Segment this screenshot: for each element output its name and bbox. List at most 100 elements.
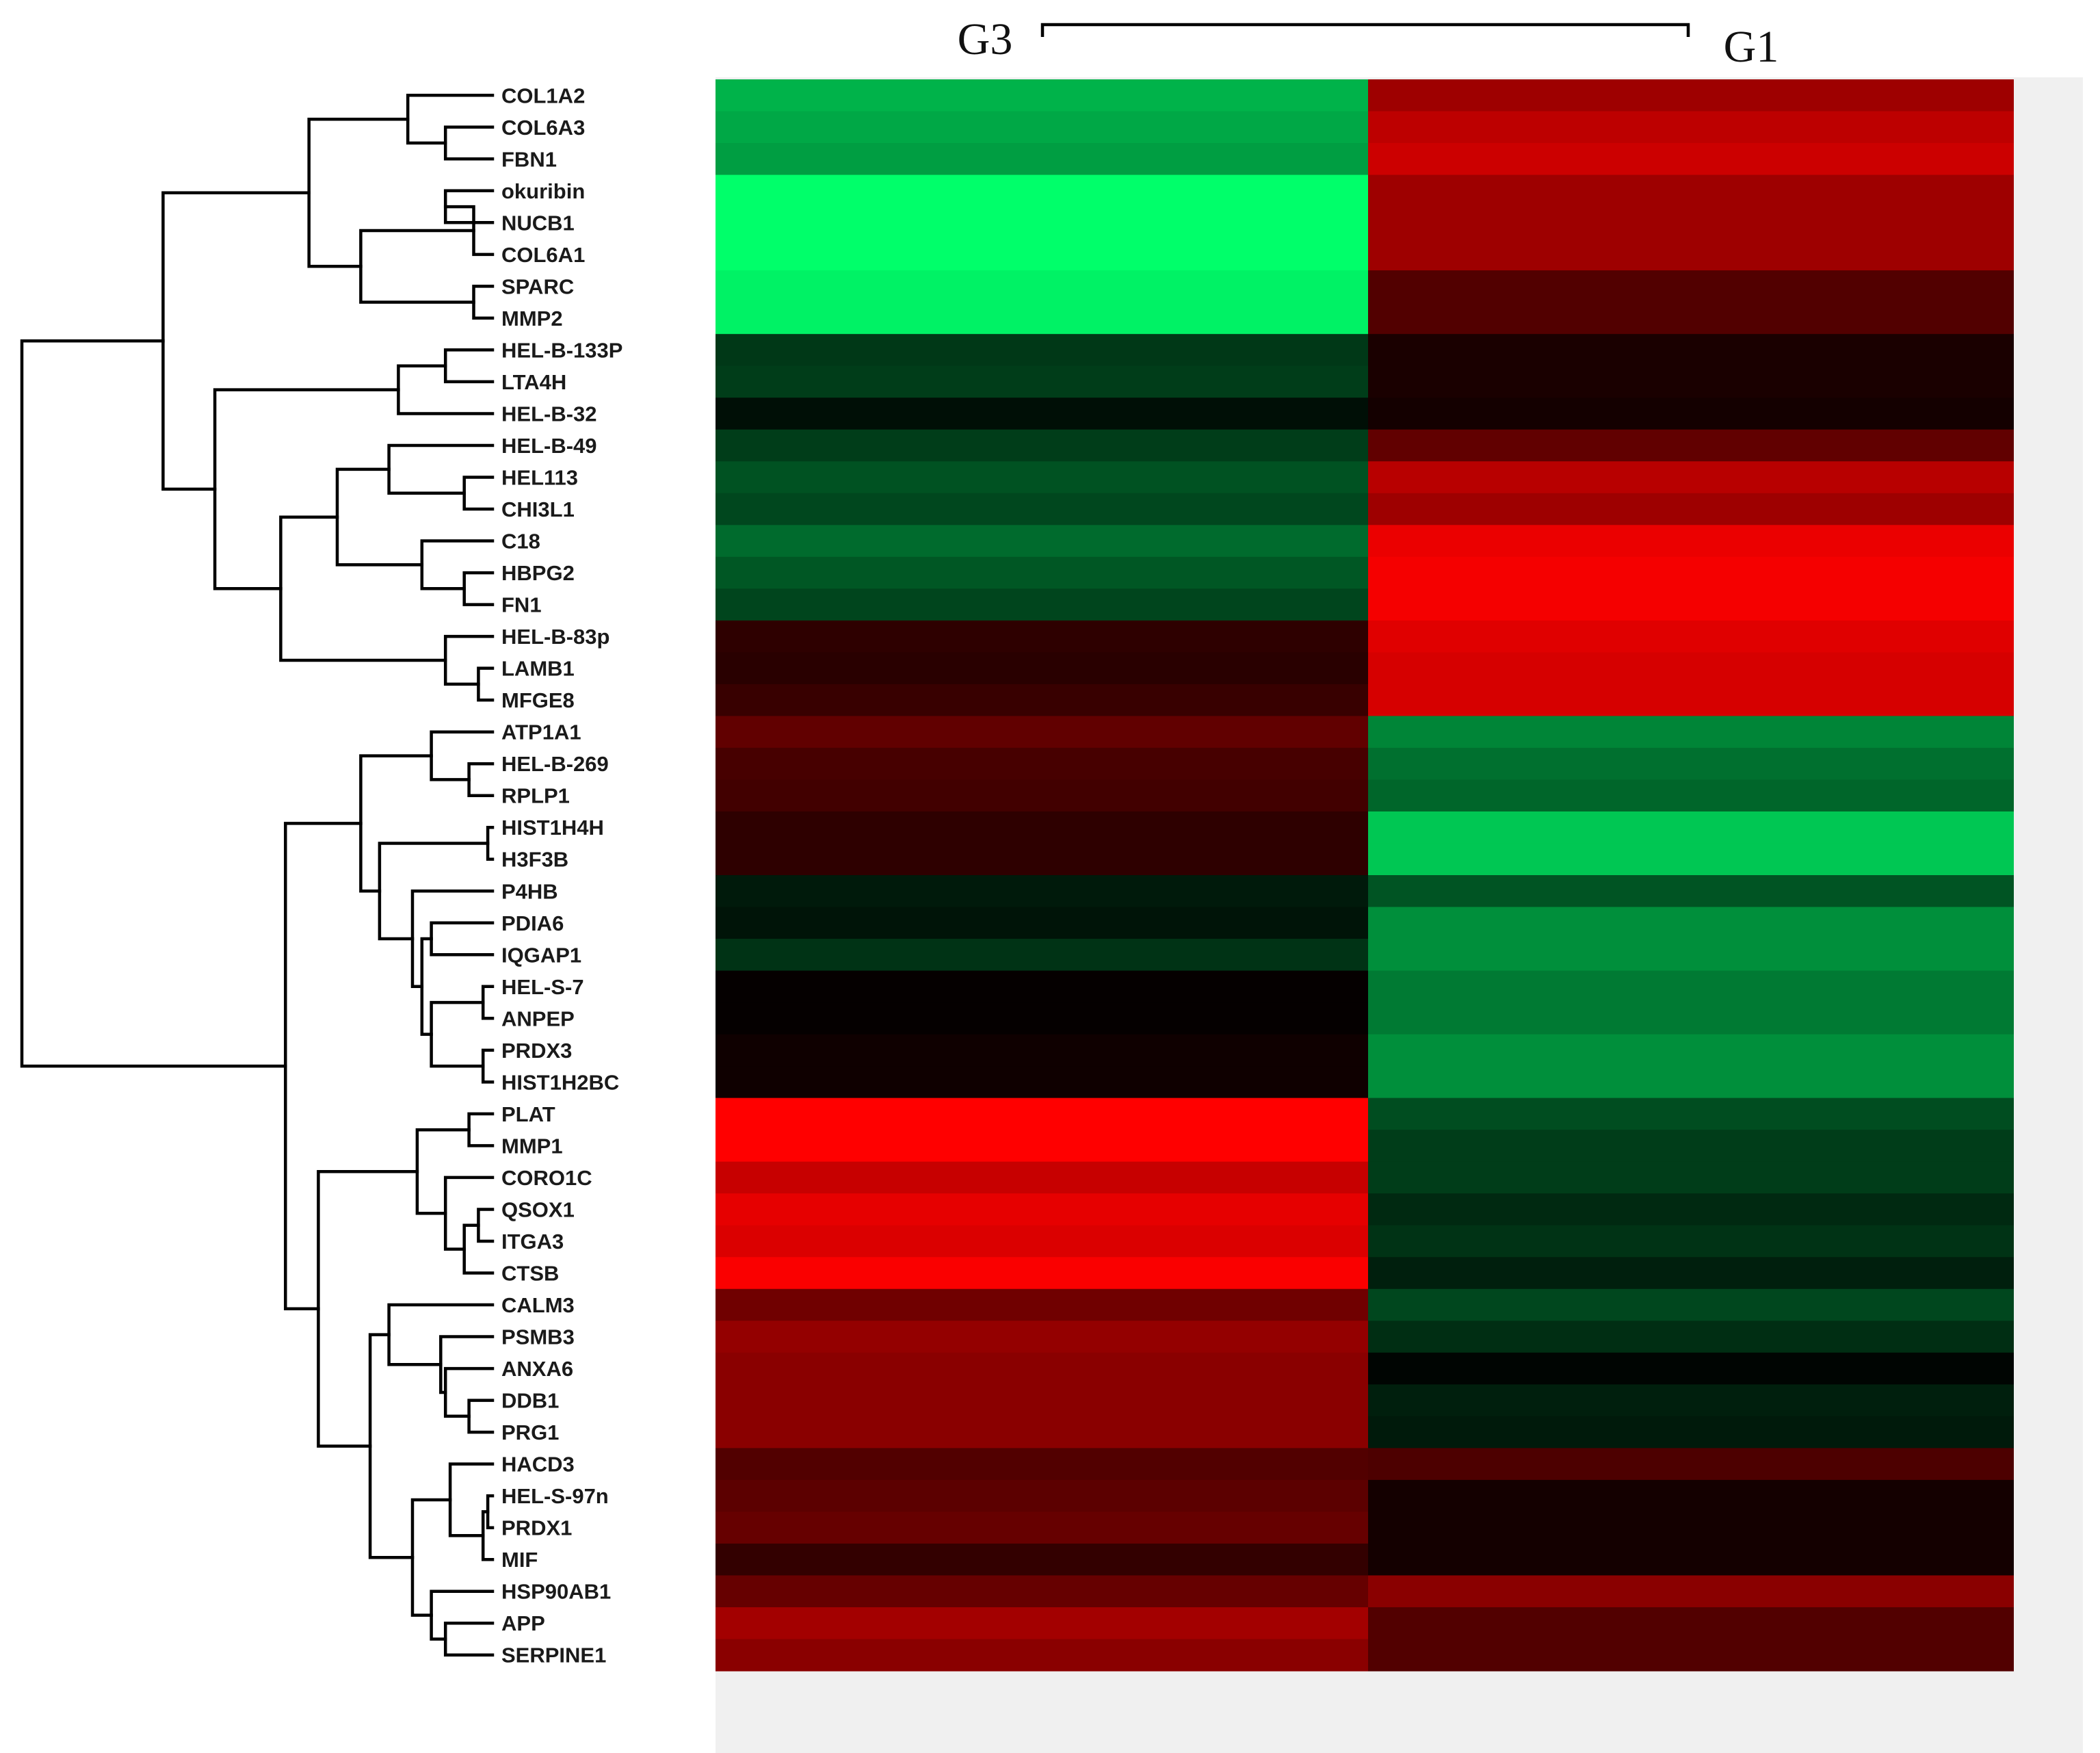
heatmap-cell-CHI3L1-G3: [716, 493, 1368, 525]
gene-label-COL6A1: COL6A1: [501, 243, 585, 267]
heatmap-cell-FN1-G3: [716, 588, 1368, 621]
heatmap-cell-PRG1-G1: [1368, 1416, 2014, 1449]
heatmap-cell-MFGE8-G1: [1368, 684, 2014, 716]
gene-label-HBPG2: HBPG2: [501, 561, 575, 585]
heatmap-cell-HEL-B-83p-G1: [1368, 620, 2014, 653]
heatmap-cell-LAMB1-G1: [1368, 652, 2014, 685]
heatmap-cell-HEL-B-133P-G1: [1368, 334, 2014, 367]
heatmap-cell-HEL-S-97n-G1: [1368, 1479, 2014, 1512]
gene-label-DDB1: DDB1: [501, 1389, 559, 1413]
heatmap-cell-HEL-B-32-G3: [716, 398, 1368, 430]
gene-label-HEL-S-7: HEL-S-7: [501, 975, 584, 999]
heatmap-cell-ANPEP-G1: [1368, 1002, 2014, 1035]
heatmap-cell-PDIA6-G1: [1368, 907, 2014, 939]
gene-label-MIF: MIF: [501, 1548, 538, 1572]
heatmap-cell-CALM3-G1: [1368, 1288, 2014, 1321]
heatmap-cell-MMP1-G1: [1368, 1130, 2014, 1163]
heatmap-cell-SERPINE1-G1: [1368, 1639, 2014, 1672]
heatmap-cell-HEL-B-83p-G3: [716, 620, 1368, 653]
heatmap-cell-IQGAP1-G3: [716, 939, 1368, 972]
heatmap-cell-P4HB-G1: [1368, 875, 2014, 908]
gene-label-MFGE8: MFGE8: [501, 688, 575, 712]
gene-label-PLAT: PLAT: [501, 1102, 555, 1126]
heatmap-cell-okuribin-G3: [716, 174, 1368, 207]
heatmap-cell-HBPG2-G3: [716, 556, 1368, 589]
gene-label-MMP2: MMP2: [501, 307, 563, 330]
heatmap-cell-MMP2-G1: [1368, 302, 2014, 335]
heatmap-cell-LTA4H-G1: [1368, 365, 2014, 398]
heatmap-cell-PRDX1-G1: [1368, 1511, 2014, 1544]
heatmap-cell-ATP1A1-G3: [716, 716, 1368, 749]
heatmap-cell-LTA4H-G3: [716, 365, 1368, 398]
column-label-0: G3: [958, 14, 1013, 64]
heatmap-cell-HIST1H2BC-G3: [716, 1066, 1368, 1099]
heatmap-cell-HEL-B-49-G1: [1368, 429, 2014, 462]
gene-label-PDIA6: PDIA6: [501, 911, 564, 935]
heatmap-cell-RPLP1-G3: [716, 779, 1368, 812]
heatmap-cell-MMP1-G3: [716, 1130, 1368, 1163]
heatmap-cell-ITGA3-G3: [716, 1225, 1368, 1258]
heatmap-cell-LAMB1-G3: [716, 652, 1368, 685]
heatmap-cell-PSMB3-G3: [716, 1321, 1368, 1353]
gene-label-QSOX1: QSOX1: [501, 1197, 575, 1221]
heatmap-cell-C18-G3: [716, 525, 1368, 558]
heatmap-cell-PRDX3-G1: [1368, 1034, 2014, 1067]
gene-label-C18: C18: [501, 530, 540, 554]
heatmap-cell-DDB1-G3: [716, 1384, 1368, 1417]
heatmap-cell-CORO1C-G3: [716, 1161, 1368, 1194]
gene-label-HEL-B-83p: HEL-B-83p: [501, 625, 609, 649]
heatmap-cell-HACD3-G3: [716, 1448, 1368, 1481]
heatmap-cell-HIST1H4H-G1: [1368, 811, 2014, 844]
heatmap-cell-HIST1H4H-G3: [716, 811, 1368, 844]
heatmap-cell-FBN1-G1: [1368, 143, 2014, 176]
gene-label-HEL113: HEL113: [501, 466, 578, 490]
gene-label-MMP1: MMP1: [501, 1134, 563, 1158]
heatmap-cell-COL6A3-G1: [1368, 111, 2014, 144]
gene-label-HSP90AB1: HSP90AB1: [501, 1580, 611, 1604]
gene-label-PRG1: PRG1: [501, 1420, 559, 1444]
heatmap-cell-SPARC-G1: [1368, 270, 2014, 303]
heatmap-cell-HEL-S-97n-G3: [716, 1479, 1368, 1512]
gene-label-HIST1H4H: HIST1H4H: [501, 816, 604, 840]
heatmap-cell-APP-G1: [1368, 1607, 2014, 1640]
heatmap-cell-PRG1-G3: [716, 1416, 1368, 1449]
gene-label-SPARC: SPARC: [501, 274, 574, 298]
heatmap-cell-HEL-B-133P-G3: [716, 334, 1368, 367]
gene-label-ITGA3: ITGA3: [501, 1230, 564, 1254]
heatmap-cell-COL1A2-G1: [1368, 79, 2014, 112]
column-label-1: G1: [1724, 22, 1779, 72]
column-header: G3 G1: [958, 14, 1779, 72]
heatmap-cell-HEL-S-7-G3: [716, 970, 1368, 1003]
gene-label-PRDX1: PRDX1: [501, 1516, 572, 1540]
heatmap-cell-HEL113-G3: [716, 461, 1368, 494]
heatmap-cell-HACD3-G1: [1368, 1448, 2014, 1481]
heatmap-cell-IQGAP1-G1: [1368, 939, 2014, 972]
gene-label-PRDX3: PRDX3: [501, 1039, 572, 1063]
heatmap-cell-CTSB-G3: [716, 1257, 1368, 1290]
gene-label-HEL-B-32: HEL-B-32: [501, 402, 597, 426]
gene-label-HIST1H2BC: HIST1H2BC: [501, 1070, 619, 1094]
heatmap-cell-HEL-B-269-G3: [716, 747, 1368, 781]
dendrogram-branch-48: [20, 339, 287, 1068]
gene-label-HEL-S-97n: HEL-S-97n: [501, 1484, 609, 1508]
gene-label-P4HB: P4HB: [501, 879, 558, 903]
heatmap-cell-C18-G1: [1368, 525, 2014, 558]
heatmap-cell-HSP90AB1-G1: [1368, 1575, 2014, 1608]
gene-label-ANXA6: ANXA6: [501, 1357, 573, 1381]
heatmap-cell-okuribin-G1: [1368, 174, 2014, 207]
heatmap-cell-NUCB1-G3: [716, 207, 1368, 239]
gene-label-CHI3L1: CHI3L1: [501, 497, 575, 521]
heatmap-cell-ANPEP-G3: [716, 1002, 1368, 1035]
gene-label-SERPINE1: SERPINE1: [501, 1644, 606, 1667]
gene-label-NUCB1: NUCB1: [501, 211, 575, 235]
heatmap-cell-MFGE8-G3: [716, 684, 1368, 716]
gene-label-HEL-B-49: HEL-B-49: [501, 434, 597, 458]
heatmap-cell-PRDX3-G3: [716, 1034, 1368, 1067]
gene-label-CALM3: CALM3: [501, 1293, 575, 1317]
heatmap-cell-HEL113-G1: [1368, 461, 2014, 494]
heatmap-cell-SPARC-G3: [716, 270, 1368, 303]
heatmap-cell-PLAT-G1: [1368, 1098, 2014, 1130]
gene-label-CORO1C: CORO1C: [501, 1166, 592, 1190]
heatmap-cell-ATP1A1-G1: [1368, 716, 2014, 749]
heatmap-cell-RPLP1-G1: [1368, 779, 2014, 812]
